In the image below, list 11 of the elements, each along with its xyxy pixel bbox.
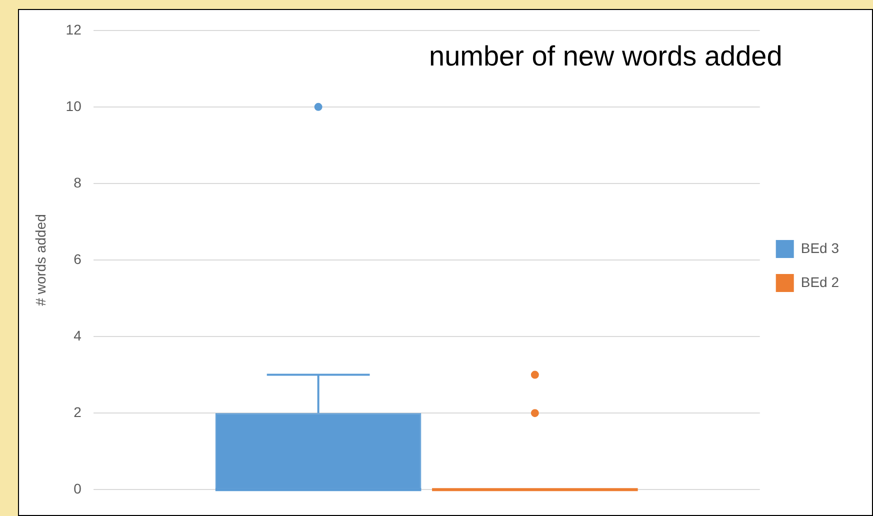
y-tick-label: 4 [74, 327, 82, 344]
y-axis-title: # words added [32, 214, 48, 306]
y-tick-label: 12 [66, 21, 82, 38]
legend-label: BEd 3 [800, 240, 840, 256]
chart-title: number of new words added [429, 40, 782, 72]
y-tick-label: 10 [66, 98, 82, 114]
y-tick-label: 2 [74, 404, 82, 420]
y-tick-label: 0 [74, 480, 82, 496]
y-tick-label: 6 [74, 250, 82, 267]
legend-label: BEd 2 [800, 274, 840, 290]
y-tick-label: 8 [74, 174, 82, 190]
